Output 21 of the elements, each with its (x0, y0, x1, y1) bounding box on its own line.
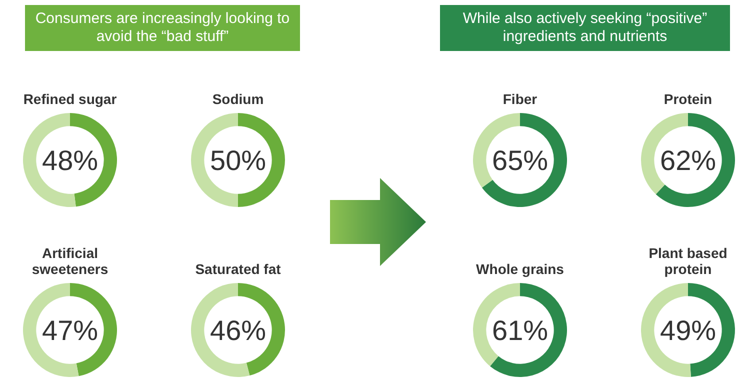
data-label: 46% (210, 315, 266, 346)
chart-title: Fiber (502, 90, 538, 107)
chart-title: Whole grains (475, 260, 565, 277)
data-label: 62% (660, 145, 716, 176)
data-label: 65% (492, 145, 548, 176)
chart-title: Plant based protein (648, 244, 728, 277)
data-label: 50% (210, 145, 266, 176)
chart-title: Sodium (211, 90, 265, 107)
data-label: 47% (42, 315, 98, 346)
chart-title: Artificial sweeteners (30, 244, 110, 277)
data-label: 61% (492, 315, 548, 346)
donut-slice (656, 113, 735, 207)
text: Consumers are increasingly looking to avoid the “bad stuff” (25, 5, 300, 51)
chart-title: Refined sugar (22, 90, 118, 107)
data-label: 48% (42, 145, 98, 176)
data-label: 49% (660, 315, 716, 346)
chart-title: Saturated fat (194, 260, 282, 277)
donut-slice (490, 283, 567, 377)
donut-slice (482, 113, 567, 207)
chart-title: Protein (662, 90, 714, 107)
text: While also actively seeking “positive” ingredients and nutrients (440, 5, 730, 51)
